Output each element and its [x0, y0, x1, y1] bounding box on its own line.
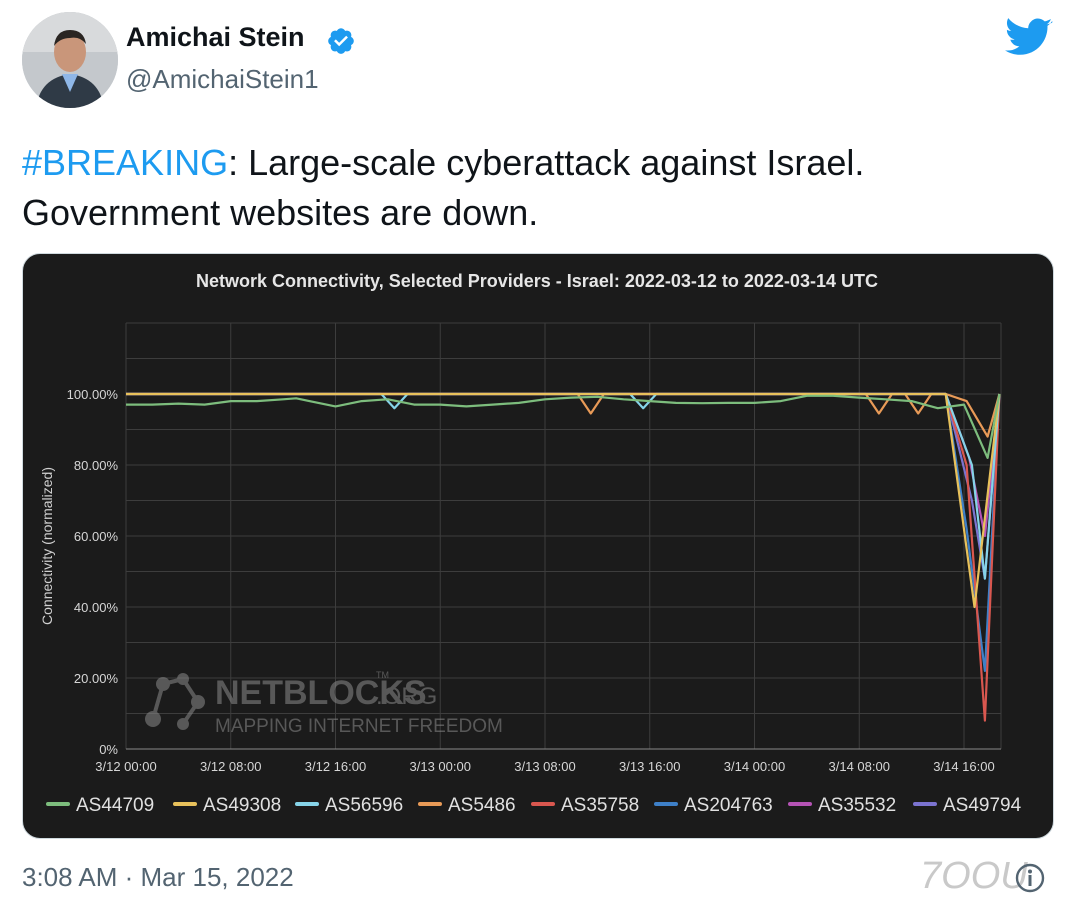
- tweet-timestamp[interactable]: 3:08 AM · Mar 15, 2022: [22, 862, 294, 892]
- chart-grid: 3/12 00:00 3/12 08:00 3/12 16:00 3/13 00:00…: [67, 322, 1002, 774]
- series-line-as56596: [126, 392, 1001, 580]
- x-tick-label: 3/13 00:00: [410, 759, 471, 774]
- legend-label: AS35758: [561, 795, 639, 816]
- tweet-text-line-2: Government websites are down.: [22, 192, 539, 233]
- legend-label: AS204763: [684, 795, 773, 816]
- legend-label: AS56596: [325, 795, 403, 816]
- netblocks-logo-icon: [145, 673, 205, 730]
- series-line-as49794: [126, 392, 1001, 580]
- netblocks-trademark: TM: [376, 670, 389, 680]
- legend-item-as49308: AS49308: [173, 795, 281, 816]
- y-tick-label: 20.00%: [74, 671, 119, 686]
- legend-item-as44709: AS44709: [46, 795, 154, 816]
- y-axis-label: Connectivity (normalized): [39, 467, 55, 625]
- corner-watermark: 7OOU: [920, 855, 1028, 897]
- twitter-bird-icon[interactable]: [1004, 18, 1054, 58]
- connectivity-chart: Network Connectivity, Selected Providers…: [39, 271, 1022, 816]
- y-tick-label: 100.00%: [67, 387, 119, 402]
- author-name[interactable]: Amichai Stein: [126, 22, 305, 52]
- chart-image-card[interactable]: Network Connectivity, Selected Providers…: [22, 253, 1054, 839]
- series-line-as49308: [126, 392, 1001, 609]
- legend-item-as204763: AS204763: [654, 795, 773, 816]
- x-tick-label: 3/12 00:00: [95, 759, 156, 774]
- legend-label: AS35532: [818, 795, 896, 816]
- legend-label: AS49794: [943, 795, 1022, 816]
- x-tick-label: 3/12 08:00: [200, 759, 261, 774]
- legend-label: AS49308: [203, 795, 281, 816]
- x-tick-label: 3/12 16:00: [305, 759, 366, 774]
- series-line-as35758: [126, 392, 1001, 722]
- chart-legend: AS44709 AS49308 AS56596 AS5486 AS35758 AS2047…: [46, 795, 1022, 816]
- netblocks-org: .ORG: [376, 683, 437, 710]
- chart-title: Network Connectivity, Selected Providers…: [196, 271, 878, 291]
- x-tick-label: 3/13 08:00: [514, 759, 575, 774]
- y-tick-label: 80.00%: [74, 458, 119, 473]
- x-tick-label: 3/14 16:00: [933, 759, 994, 774]
- x-tick-label: 3/14 08:00: [829, 759, 890, 774]
- legend-item-as49794: AS49794: [913, 795, 1022, 816]
- y-tick-label: 0%: [99, 742, 118, 757]
- author-avatar[interactable]: [22, 12, 118, 108]
- legend-item-as56596: AS56596: [295, 795, 403, 816]
- x-tick-label: 3/13 16:00: [619, 759, 680, 774]
- y-tick-label: 40.00%: [74, 600, 119, 615]
- tweet-text-rest: : Large-scale cyberattack against Israel…: [228, 142, 865, 183]
- netblocks-tagline: MAPPING INTERNET FREEDOM: [215, 716, 503, 737]
- netblocks-watermark: NETBLOCKS .ORG TM MAPPING INTERNET FREED…: [145, 670, 503, 737]
- corner-watermark-text: 7OOU: [920, 855, 1028, 897]
- chart-series: [126, 392, 1001, 722]
- avatar-image: [22, 12, 118, 108]
- legend-item-as35758: AS35758: [531, 795, 639, 816]
- tweet-text: #BREAKING: Large-scale cyberattack again…: [22, 138, 1042, 238]
- tweet-text-line-1: #BREAKING: Large-scale cyberattack again…: [22, 138, 1042, 188]
- verified-badge-icon: [328, 28, 354, 54]
- info-icon[interactable]: [1014, 862, 1046, 894]
- legend-item-as5486: AS5486: [418, 795, 516, 816]
- legend-item-as35532: AS35532: [788, 795, 896, 816]
- netblocks-wordmark: NETBLOCKS: [215, 674, 427, 712]
- hashtag-link[interactable]: #BREAKING: [22, 142, 229, 183]
- y-tick-label: 60.00%: [74, 529, 119, 544]
- legend-label: AS44709: [76, 795, 154, 816]
- author-handle[interactable]: @AmichaiStein1: [126, 64, 319, 94]
- legend-label: AS5486: [448, 795, 516, 816]
- x-tick-label: 3/14 00:00: [724, 759, 785, 774]
- series-line-as44709: [126, 393, 1001, 459]
- series-line-as204763: [126, 392, 1001, 672]
